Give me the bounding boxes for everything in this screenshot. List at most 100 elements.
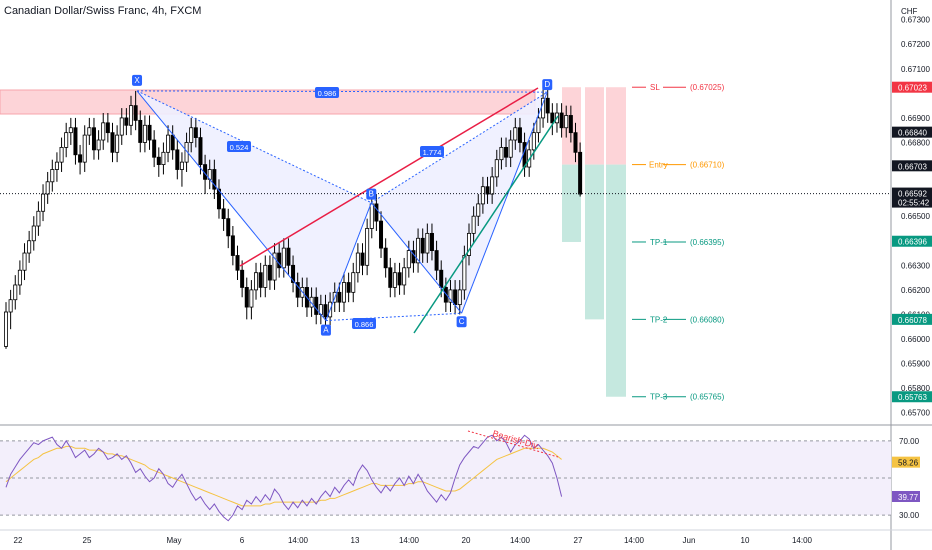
candle-body (397, 272, 402, 286)
time-axis-ticks[interactable]: 22 25 May 6 14:00 13 14:00 20 14:00 27 14:00 Jun 10 1… (14, 536, 813, 545)
candle-body (341, 282, 346, 303)
rsi-ma-line (5, 445, 562, 507)
time-tick: 14:00 (792, 536, 813, 545)
candle-body (230, 235, 235, 256)
price-badge (892, 81, 932, 93)
time-tick: 14:00 (510, 536, 531, 545)
candle-body (425, 232, 430, 254)
price-badge (892, 235, 932, 247)
ratio-xd-label: 0.986 (318, 89, 337, 98)
price-axis-ticks[interactable]: 0.67300 0.67200 0.67100 0.66900 0.66800 0.665… (901, 16, 930, 418)
leg-bc (370, 202, 462, 314)
point-c-tag[interactable]: C (456, 316, 467, 328)
candle-body (87, 127, 92, 136)
candle-body (457, 289, 462, 306)
point-a-box (320, 324, 331, 336)
candle-body (59, 146, 64, 163)
candle-body (388, 267, 393, 288)
ratio-xb-label: 0.524 (230, 143, 249, 152)
tp1-value: (0.66395) (690, 238, 725, 247)
leg-xd (137, 90, 548, 93)
entry-label: Entry (649, 161, 668, 170)
tp-zone-1 (562, 164, 581, 242)
candle-body (392, 272, 397, 288)
time-tick: Jun (683, 536, 696, 545)
sl-value: (0.67025) (690, 83, 725, 92)
rsi-badge-text: 58.26 (898, 459, 919, 468)
countdown-text: 02:55:42 (898, 199, 930, 208)
point-b-tag[interactable]: B (366, 188, 377, 200)
ratio-ac-box (352, 318, 376, 329)
tp1-level: TP-1 (0.66395) (632, 238, 725, 247)
candle-body (402, 267, 407, 286)
price-tick: 0.67300 (901, 16, 930, 25)
rsi-line (5, 434, 563, 522)
candle-body (434, 250, 439, 271)
candle-body (429, 232, 434, 251)
point-a-label: A (323, 326, 329, 335)
point-c-box (456, 316, 467, 328)
rsi-badge (892, 490, 920, 502)
candle-body (360, 252, 365, 266)
price-badge (892, 391, 932, 403)
time-tick: 14:00 (288, 536, 309, 545)
candle-body (536, 117, 541, 134)
point-d-tag[interactable]: D (542, 79, 553, 91)
rsi-axis-badges: 58.26 39.77 (892, 456, 920, 502)
candle-body (490, 176, 495, 195)
leg-bd (371, 91, 548, 204)
point-c-label: C (459, 317, 465, 326)
candle-body (545, 97, 550, 114)
resistance-zone (0, 89, 536, 115)
price-badge (892, 160, 932, 172)
candle-body (379, 220, 384, 249)
time-tick: 13 (351, 536, 360, 545)
time-tick: 22 (14, 536, 23, 545)
point-a-tag[interactable]: A (320, 324, 331, 336)
price-tick: 0.66900 (901, 114, 930, 123)
candle-body (462, 255, 467, 291)
candle-body (124, 117, 129, 126)
candle-body (578, 151, 583, 195)
candle-body (129, 105, 134, 126)
trade-levels: SL (0.67025) Entry (0.66710) TP-1 (0.663… (632, 83, 725, 402)
time-tick: May (166, 536, 181, 545)
candle-body (485, 186, 490, 195)
price-tick: 0.65700 (901, 409, 930, 418)
time-tick: 25 (83, 536, 92, 545)
candle-body (138, 119, 143, 143)
tp3-label: TP-3 (650, 393, 668, 402)
upper-wedge-line (239, 87, 539, 267)
candle-body (351, 272, 356, 293)
point-x-tag[interactable]: X (132, 74, 143, 86)
candle-body (13, 284, 18, 301)
currency-label: CHF (901, 7, 918, 16)
leg-ab (325, 202, 372, 321)
candle-body (78, 154, 83, 163)
price-badge (892, 187, 932, 208)
price-badge-text: 0.66840 (898, 129, 927, 138)
tp1-label: TP-1 (650, 238, 668, 247)
candle-body (559, 112, 564, 129)
candle-body (369, 203, 374, 229)
candle-body (277, 252, 282, 269)
candle-body (476, 203, 481, 217)
candle-body (254, 272, 259, 291)
entry-value: (0.66710) (690, 161, 725, 170)
ratio-ac: 0.866 (352, 318, 376, 329)
candle-body (323, 304, 328, 318)
candle-body (258, 272, 263, 288)
candle-body (263, 264, 268, 288)
candle-body (494, 159, 499, 178)
candle-body (249, 289, 254, 308)
candle-body (216, 188, 221, 210)
candle-body (355, 252, 360, 274)
candle-body (45, 181, 50, 195)
price-tick: 0.65800 (901, 384, 930, 393)
rsi-axis-ticks[interactable]: 70.00 30.00 (899, 437, 920, 520)
candle-body (499, 146, 504, 161)
price-badge-text: 0.66396 (898, 238, 927, 247)
candle-body (64, 132, 69, 148)
candle-body (156, 156, 161, 165)
xabcd-pattern-lines (136, 87, 559, 334)
